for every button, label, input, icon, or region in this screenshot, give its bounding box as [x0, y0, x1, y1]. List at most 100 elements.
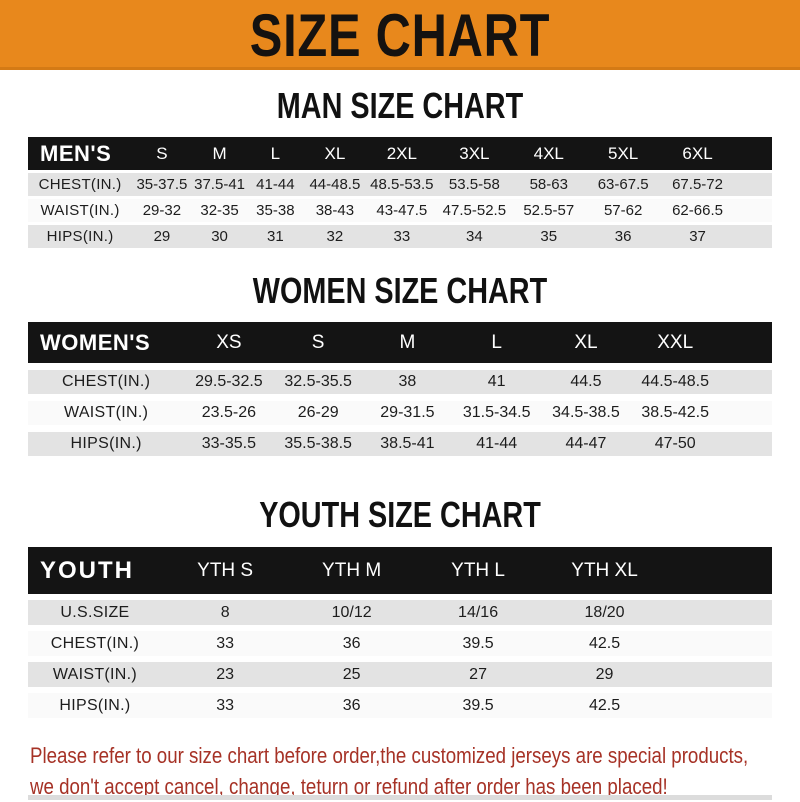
- youth-size-chart-section: YOUTH SIZE CHART YOUTH YTH S YTH M YTH L YTH…: [0, 497, 800, 724]
- measurement-value: 25: [288, 662, 415, 687]
- measurement-row: WAIST(IN.) 23.5-26 26-29 29-31.5 31.5-34.5 34…: [28, 401, 772, 425]
- measurement-row: CHEST(IN.) 33 36 39.5 42.5: [28, 631, 772, 656]
- men-section-heading-text: MAN SIZE CHART: [276, 85, 524, 126]
- measurement-label: U.S.SIZE: [28, 600, 162, 625]
- measurement-value: 8: [161, 600, 289, 625]
- measurement-value: 41-44: [452, 432, 542, 456]
- measurement-value: 48.5-53.5: [366, 173, 438, 196]
- size-column-header: L: [247, 137, 304, 170]
- disclaimer-footer: Please refer to our size chart before or…: [30, 740, 800, 802]
- women-size-chart-section: WOMEN SIZE CHART WOMEN'S XS S M L XL XXL CHEST(…: [0, 273, 800, 463]
- size-column-header: S: [132, 137, 192, 170]
- measurement-value: 52.5-57: [511, 199, 586, 222]
- measurement-value: 36: [288, 631, 415, 656]
- measurement-value: 26-29: [273, 401, 363, 425]
- size-column-header: YTH XL: [541, 547, 668, 594]
- page-title-text: SIZE CHART: [249, 0, 551, 70]
- measurement-value: 47.5-52.5: [437, 199, 512, 222]
- measurement-value: 31: [247, 225, 304, 248]
- men-size-table: MEN'S S M L XL 2XL 3XL 4XL 5XL 6XL CHEST(IN.) 35-37…: [28, 134, 772, 251]
- measurement-value: 39.5: [414, 631, 542, 656]
- measurement-value: 23.5-26: [184, 401, 274, 425]
- size-header-row: YOUTH YTH S YTH M YTH L YTH XL: [28, 547, 772, 594]
- size-column-header: XXL: [630, 322, 720, 363]
- measurement-label: CHEST(IN.): [28, 370, 185, 394]
- measurement-value: 10/12: [288, 600, 415, 625]
- measurement-value: 41-44: [247, 173, 304, 196]
- measurement-value: 42.5: [541, 631, 668, 656]
- men-section-heading: MAN SIZE CHART: [0, 88, 800, 124]
- measurement-value: 37: [660, 225, 735, 248]
- size-column-header: XL: [541, 322, 631, 363]
- measurement-value: 23: [161, 662, 289, 687]
- spacer-cell: [719, 370, 772, 394]
- size-column-header: S: [273, 322, 363, 363]
- spacer-cell: [719, 432, 772, 456]
- size-column-header: M: [191, 137, 248, 170]
- measurement-value: 43-47.5: [366, 199, 438, 222]
- measurement-value: 33-35.5: [184, 432, 274, 456]
- size-column-header: M: [362, 322, 453, 363]
- measurement-value: 38.5-41: [362, 432, 453, 456]
- women-section-heading: WOMEN SIZE CHART: [0, 273, 800, 309]
- size-column-header: 3XL: [437, 137, 512, 170]
- measurement-value: 38: [362, 370, 453, 394]
- spacer-cell: [719, 401, 772, 425]
- spacer-cell: [667, 631, 772, 656]
- measurement-value: 34.5-38.5: [541, 401, 631, 425]
- measurement-value: 29: [132, 225, 192, 248]
- measurement-value: 31.5-34.5: [452, 401, 542, 425]
- spacer-cell: [667, 662, 772, 687]
- spacer-cell: [667, 547, 772, 594]
- measurement-row: WAIST(IN.) 29-32 32-35 35-38 38-43 43-47.5 47.…: [28, 199, 772, 222]
- measurement-value: 37.5-41: [191, 173, 248, 196]
- measurement-value: 33: [161, 693, 289, 718]
- measurement-row: CHEST(IN.) 29.5-32.5 32.5-35.5 38 41 44.5 44.5…: [28, 370, 772, 394]
- measurement-value: 53.5-58: [437, 173, 512, 196]
- measurement-value: 41: [452, 370, 542, 394]
- measurement-value: 44.5-48.5: [630, 370, 720, 394]
- measurement-row: WAIST(IN.) 23 25 27 29: [28, 662, 772, 687]
- size-header-row: MEN'S S M L XL 2XL 3XL 4XL 5XL 6XL: [28, 137, 772, 170]
- measurement-value: 34: [437, 225, 512, 248]
- measurement-value: 29: [541, 662, 668, 687]
- measurement-row: CHEST(IN.) 35-37.5 37.5-41 41-44 44-48.5 48.5…: [28, 173, 772, 196]
- measurement-value: 32: [303, 225, 367, 248]
- measurement-value: 38-43: [303, 199, 367, 222]
- measurement-value: 29.5-32.5: [184, 370, 274, 394]
- women-size-table: WOMEN'S XS S M L XL XXL CHEST(IN.) 29.5-32.5 32.5…: [28, 315, 772, 463]
- measurement-value: 32-35: [191, 199, 248, 222]
- measurement-value: 38.5-42.5: [630, 401, 720, 425]
- measurement-value: 35-38: [247, 199, 304, 222]
- spacer-cell: [719, 322, 772, 363]
- measurement-value: 30: [191, 225, 248, 248]
- measurement-row: HIPS(IN.) 33 36 39.5 42.5: [28, 693, 772, 718]
- size-header-row: WOMEN'S XS S M L XL XXL: [28, 322, 772, 363]
- measurement-value: 67.5-72: [660, 173, 735, 196]
- table-corner-label: YOUTH: [28, 547, 162, 594]
- size-column-header: YTH L: [414, 547, 542, 594]
- youth-section-heading: YOUTH SIZE CHART: [0, 497, 800, 533]
- youth-section-heading-text: YOUTH SIZE CHART: [259, 494, 541, 535]
- spacer-cell: [734, 199, 772, 222]
- measurement-value: 36: [585, 225, 661, 248]
- measurement-label: HIPS(IN.): [28, 693, 162, 718]
- measurement-value: 33: [161, 631, 289, 656]
- measurement-label: WAIST(IN.): [28, 199, 133, 222]
- bottom-divider: [28, 795, 772, 800]
- measurement-value: 29-31.5: [362, 401, 453, 425]
- spacer-cell: [734, 173, 772, 196]
- spacer-cell: [667, 693, 772, 718]
- size-column-header: YTH M: [288, 547, 415, 594]
- measurement-value: 33: [366, 225, 438, 248]
- measurement-value: 35.5-38.5: [273, 432, 363, 456]
- men-size-chart-section: MAN SIZE CHART MEN'S S M L XL 2XL 3XL 4XL 5XL 6XL…: [0, 88, 800, 251]
- size-column-header: 2XL: [366, 137, 438, 170]
- measurement-row: HIPS(IN.) 29 30 31 32 33 34 35 36 37: [28, 225, 772, 248]
- title-banner: SIZE CHART: [0, 0, 800, 70]
- measurement-value: 42.5: [541, 693, 668, 718]
- size-column-header: YTH S: [161, 547, 289, 594]
- table-corner-label: MEN'S: [28, 137, 133, 170]
- measurement-value: 32.5-35.5: [273, 370, 363, 394]
- measurement-row: HIPS(IN.) 33-35.5 35.5-38.5 38.5-41 41-44 44-…: [28, 432, 772, 456]
